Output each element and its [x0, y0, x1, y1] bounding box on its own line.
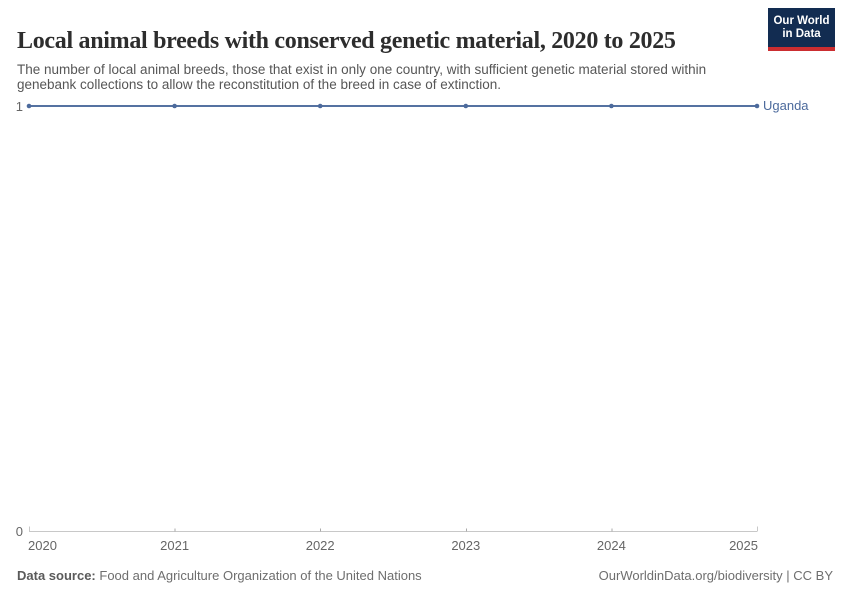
- data-point[interactable]: [172, 103, 177, 109]
- data-source-value: Food and Agriculture Organization of the…: [99, 568, 422, 583]
- data-source-label: Data source:: [17, 568, 96, 583]
- owid-logo-line1: Our World: [773, 14, 830, 27]
- y-tick-label: 1: [15, 98, 23, 114]
- data-point[interactable]: [26, 103, 32, 109]
- page-title: Local animal breeds with conserved genet…: [17, 28, 676, 55]
- entity-label-uganda[interactable]: Uganda: [763, 98, 809, 113]
- data-point[interactable]: [463, 103, 469, 109]
- x-tick-label: 2025: [729, 538, 758, 553]
- x-tick-label: 2024: [596, 538, 626, 553]
- data-source: Data source: Food and Agriculture Organi…: [17, 568, 422, 584]
- x-tick-label: 2020: [28, 538, 57, 553]
- chart-footer: Data source: Food and Agriculture Organi…: [17, 568, 833, 584]
- data-point[interactable]: [754, 103, 760, 109]
- x-tick-label: 2023: [451, 538, 481, 553]
- data-point[interactable]: [317, 103, 323, 109]
- attribution-link[interactable]: OurWorldinData.org/biodiversity | CC BY: [598, 568, 833, 583]
- x-tick-label: 2022: [305, 538, 335, 553]
- y-tick-label: 0: [15, 523, 23, 539]
- data-point[interactable]: [609, 103, 614, 109]
- page-subtitle: The number of local animal breeds, those…: [17, 61, 707, 93]
- owid-logo[interactable]: Our World in Data: [768, 8, 835, 51]
- x-tick-label: 2021: [160, 538, 190, 553]
- owid-logo-line2: in Data: [782, 27, 821, 40]
